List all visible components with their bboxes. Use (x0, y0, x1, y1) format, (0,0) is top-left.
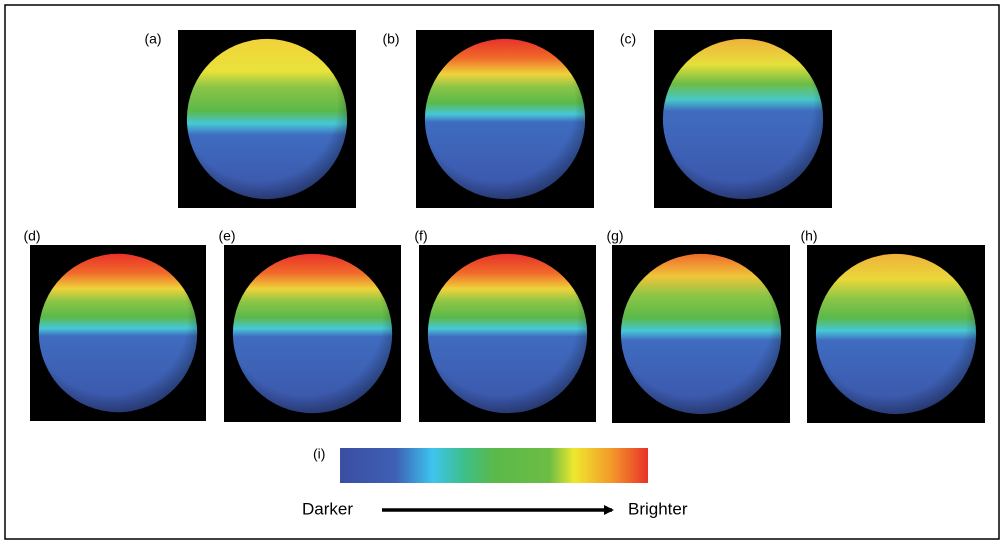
golf-ball-shade (427, 253, 588, 414)
colorbar-label: (i) (313, 446, 325, 462)
figure-border (4, 4, 1000, 540)
golf-ball-shade (232, 253, 393, 414)
panel-label: (d) (23, 228, 40, 244)
brighter-label: Brighter (628, 499, 688, 518)
panel-label: (f) (414, 228, 427, 244)
darker-label: Darker (302, 499, 353, 518)
panel-label: (e) (218, 228, 235, 244)
panel-label: (g) (606, 228, 623, 244)
golf-ball-shade (620, 253, 782, 415)
golf-ball-shade (186, 38, 348, 200)
golf-ball-shade (38, 253, 198, 413)
panel-label: (a) (144, 31, 161, 47)
panel-label: (c) (620, 31, 636, 47)
colorbar (340, 448, 648, 483)
golf-ball-shade (815, 253, 977, 415)
golf-ball-shade (424, 38, 586, 200)
panel-label: (b) (382, 31, 399, 47)
panels: (a) (b) (c) (d) (e) (f) (g) (h) (23, 30, 985, 423)
golf-ball-shade (662, 38, 824, 200)
panel-label: (h) (800, 228, 817, 244)
